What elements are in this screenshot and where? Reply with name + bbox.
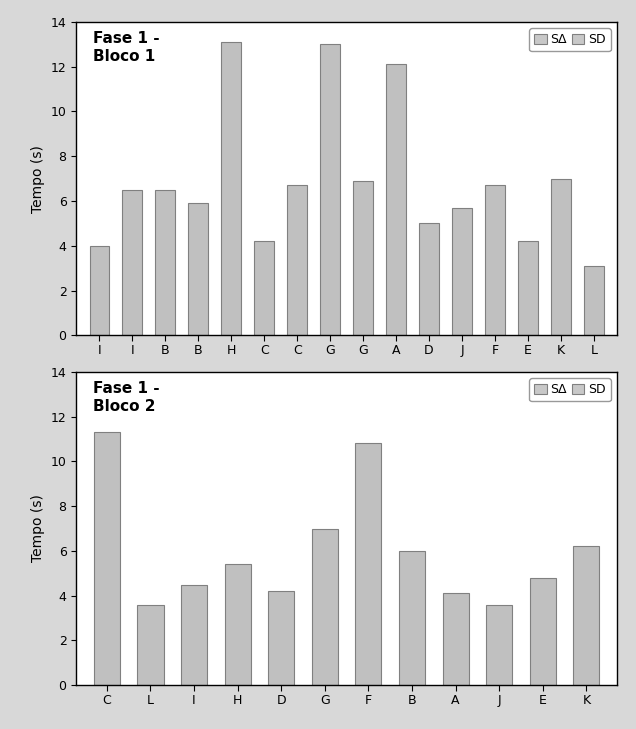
Legend: SΔ, SD: SΔ, SD: [529, 378, 611, 401]
Bar: [573, 547, 600, 685]
Bar: [268, 591, 294, 685]
Text: 2: 2: [128, 391, 136, 405]
Bar: [443, 593, 469, 685]
Bar: [419, 223, 439, 335]
Bar: [287, 185, 307, 335]
Text: 10: 10: [388, 391, 404, 405]
Text: 16: 16: [586, 391, 602, 405]
Bar: [551, 179, 570, 335]
Bar: [356, 443, 382, 685]
Bar: [386, 64, 406, 335]
Bar: [353, 181, 373, 335]
Text: 6: 6: [260, 391, 268, 405]
Bar: [254, 241, 274, 335]
Bar: [155, 190, 175, 335]
Bar: [312, 529, 338, 685]
Bar: [137, 604, 163, 685]
Bar: [188, 203, 208, 335]
Bar: [584, 266, 604, 335]
Y-axis label: Tempo (s): Tempo (s): [31, 144, 45, 213]
Bar: [321, 44, 340, 335]
Y-axis label: Tempo (s): Tempo (s): [31, 494, 45, 563]
Text: 9: 9: [359, 391, 367, 405]
Bar: [399, 551, 425, 685]
Bar: [485, 185, 505, 335]
Bar: [518, 241, 538, 335]
Bar: [530, 578, 556, 685]
Text: Fase 1 -
Bloco 1: Fase 1 - Bloco 1: [93, 31, 159, 63]
Bar: [93, 432, 120, 685]
Bar: [90, 246, 109, 335]
Text: 1: 1: [95, 391, 103, 405]
Text: 4: 4: [195, 391, 202, 405]
Text: 11: 11: [421, 391, 437, 405]
Legend: SΔ, SD: SΔ, SD: [529, 28, 611, 51]
Text: 13: 13: [487, 391, 503, 405]
Bar: [181, 585, 207, 685]
Text: 15: 15: [553, 391, 569, 405]
Bar: [452, 208, 472, 335]
Text: 5: 5: [227, 391, 235, 405]
Bar: [225, 564, 251, 685]
Text: 14: 14: [520, 391, 536, 405]
Text: 3: 3: [162, 391, 169, 405]
Bar: [123, 190, 142, 335]
Text: 12: 12: [454, 391, 470, 405]
Text: Fase 1 -
Bloco 2: Fase 1 - Bloco 2: [93, 381, 159, 413]
Text: 8: 8: [326, 391, 334, 405]
Bar: [221, 42, 241, 335]
Text: 7: 7: [293, 391, 301, 405]
Bar: [486, 604, 512, 685]
